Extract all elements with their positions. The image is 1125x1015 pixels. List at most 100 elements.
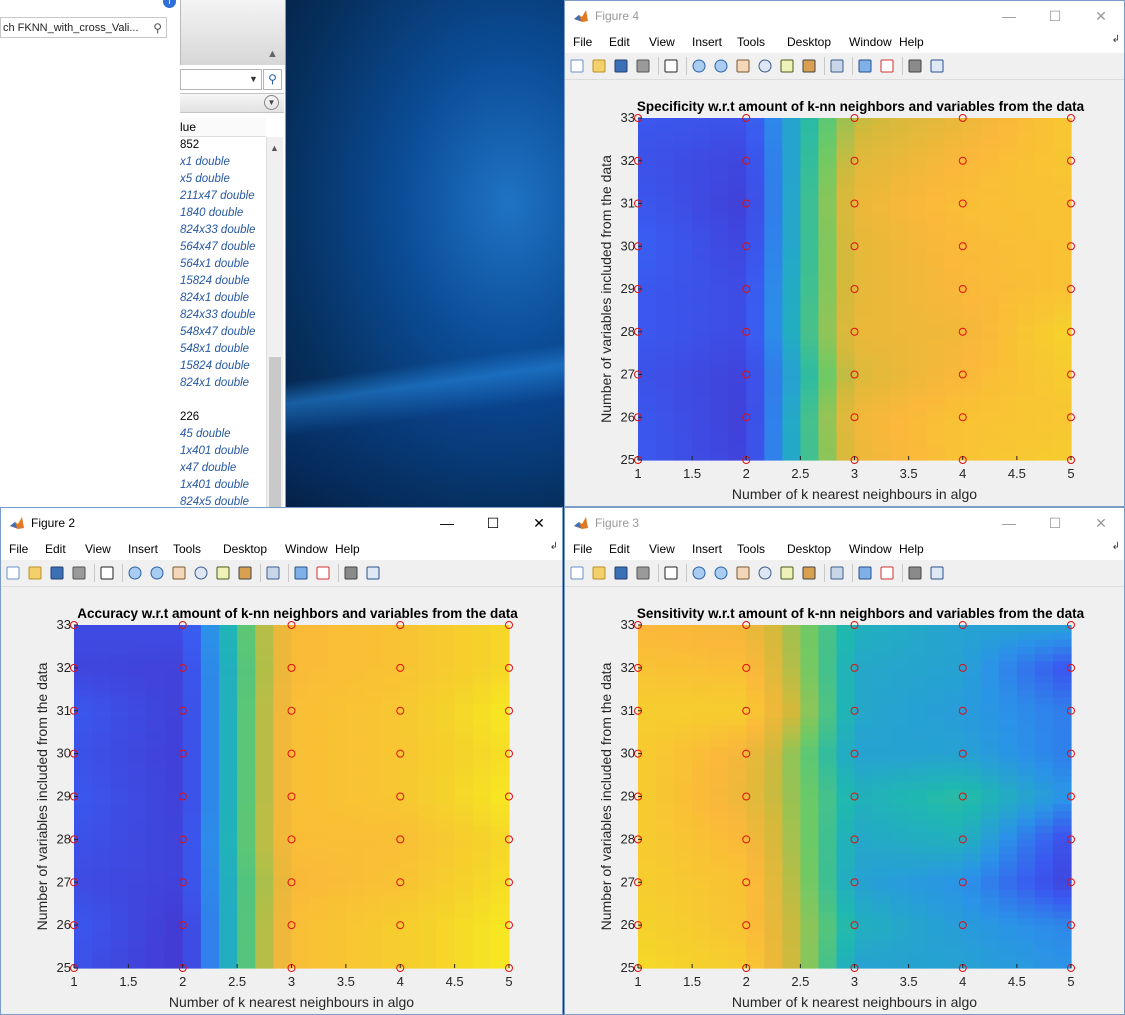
data-cursor-icon[interactable] bbox=[778, 564, 796, 582]
data-cursor-icon[interactable] bbox=[214, 564, 232, 582]
new-figure-icon[interactable] bbox=[568, 57, 586, 75]
legend-icon[interactable] bbox=[878, 564, 896, 582]
zoom-in-icon[interactable] bbox=[690, 57, 708, 75]
chevron-down-icon[interactable]: ▼ bbox=[249, 74, 258, 84]
close-button[interactable]: ✕ bbox=[1095, 8, 1107, 24]
rotate-3d-icon[interactable] bbox=[192, 564, 210, 582]
show-plot-tools-icon[interactable] bbox=[928, 564, 946, 582]
menu-help[interactable]: Help bbox=[335, 542, 360, 556]
pan-icon[interactable] bbox=[170, 564, 188, 582]
hide-plot-tools-icon[interactable] bbox=[906, 564, 924, 582]
menu-edit[interactable]: Edit bbox=[609, 542, 630, 556]
link-plot-icon[interactable] bbox=[264, 564, 282, 582]
info-icon[interactable]: i bbox=[163, 0, 176, 8]
zoom-in-icon[interactable] bbox=[690, 564, 708, 582]
menu-insert[interactable]: Insert bbox=[692, 542, 723, 556]
workspace-value-row[interactable]: x5 double bbox=[180, 173, 230, 185]
menu-tools[interactable]: Tools bbox=[173, 542, 202, 556]
new-figure-icon[interactable] bbox=[568, 564, 586, 582]
pointer-icon[interactable] bbox=[662, 57, 680, 75]
workspace-value-row[interactable]: 824x33 double bbox=[180, 309, 256, 321]
menu-view[interactable]: View bbox=[649, 542, 675, 556]
legend-icon[interactable] bbox=[878, 57, 896, 75]
menu-file[interactable]: File bbox=[573, 542, 593, 556]
menu-overflow-icon[interactable]: ↲ bbox=[549, 541, 558, 552]
link-plot-icon[interactable] bbox=[828, 564, 846, 582]
menu-tools[interactable]: Tools bbox=[737, 542, 766, 556]
workspace-value-row[interactable]: 1840 double bbox=[180, 207, 244, 219]
menu-view[interactable]: View bbox=[85, 542, 111, 556]
print-icon[interactable] bbox=[70, 564, 88, 582]
menu-file[interactable]: File bbox=[9, 542, 29, 556]
pan-icon[interactable] bbox=[734, 57, 752, 75]
workspace-value-row[interactable]: x1 double bbox=[180, 156, 230, 168]
pan-icon[interactable] bbox=[734, 564, 752, 582]
menu-help[interactable]: Help bbox=[899, 35, 924, 49]
brush-icon[interactable] bbox=[236, 564, 254, 582]
print-icon[interactable] bbox=[634, 57, 652, 75]
maximize-button[interactable]: ☐ bbox=[1048, 515, 1062, 531]
workspace-value-row[interactable]: 1x401 double bbox=[180, 479, 250, 491]
workspace-value-row[interactable]: 211x47 double bbox=[180, 190, 255, 202]
workspace-value-row[interactable]: 564x1 double bbox=[180, 258, 250, 270]
menu-insert[interactable]: Insert bbox=[692, 35, 723, 49]
find-icon[interactable]: ⚲ bbox=[263, 69, 282, 90]
workspace-value-row[interactable]: 824x5 double bbox=[180, 496, 250, 507]
open-file-icon[interactable] bbox=[26, 564, 44, 582]
maximize-button[interactable]: ☐ bbox=[486, 515, 500, 531]
menu-window[interactable]: Window bbox=[849, 542, 892, 556]
workspace-value-row[interactable]: 1x401 double bbox=[180, 445, 250, 457]
menu-edit[interactable]: Edit bbox=[45, 542, 66, 556]
menu-desktop[interactable]: Desktop bbox=[787, 542, 832, 556]
menu-tools[interactable]: Tools bbox=[737, 35, 766, 49]
scrollbar-thumb[interactable] bbox=[269, 357, 281, 507]
open-file-icon[interactable] bbox=[590, 564, 608, 582]
maximize-button[interactable]: ☐ bbox=[1048, 8, 1062, 24]
menu-insert[interactable]: Insert bbox=[128, 542, 159, 556]
legend-icon[interactable] bbox=[314, 564, 332, 582]
close-button[interactable]: ✕ bbox=[533, 515, 545, 531]
title-bar[interactable]: Figure 4 — ☐ ✕ bbox=[565, 1, 1124, 31]
workspace-value-row[interactable]: 15824 double bbox=[180, 275, 250, 287]
workspace-value-row[interactable]: 824x1 double bbox=[180, 292, 250, 304]
scroll-up-icon[interactable]: ▲ bbox=[270, 143, 279, 153]
pointer-icon[interactable] bbox=[662, 564, 680, 582]
save-icon[interactable] bbox=[48, 564, 66, 582]
menu-window[interactable]: Window bbox=[849, 35, 892, 49]
menu-overflow-icon[interactable]: ↲ bbox=[1111, 34, 1120, 45]
brush-icon[interactable] bbox=[800, 57, 818, 75]
workspace-value-row[interactable]: 824x1 double bbox=[180, 377, 250, 389]
link-plot-icon[interactable] bbox=[828, 57, 846, 75]
colorbar-icon[interactable] bbox=[856, 564, 874, 582]
workspace-value-row[interactable]: 824x33 double bbox=[180, 224, 256, 236]
menu-view[interactable]: View bbox=[649, 35, 675, 49]
collapse-icon[interactable]: ▲ bbox=[267, 48, 278, 60]
title-bar[interactable]: Figure 3 — ☐ ✕ bbox=[565, 508, 1124, 538]
path-search-field[interactable]: ch FKNN_with_cross_Vali... ⚲ bbox=[0, 17, 167, 38]
workspace-value-row[interactable]: 564x47 double bbox=[180, 241, 256, 253]
brush-icon[interactable] bbox=[800, 564, 818, 582]
workspace-actions-icon[interactable]: ▼ bbox=[264, 95, 279, 110]
zoom-out-icon[interactable] bbox=[712, 57, 730, 75]
zoom-in-icon[interactable] bbox=[126, 564, 144, 582]
minimize-button[interactable]: — bbox=[1002, 515, 1016, 531]
close-button[interactable]: ✕ bbox=[1095, 515, 1107, 531]
minimize-button[interactable]: — bbox=[1002, 8, 1016, 24]
workspace-value-row[interactable]: 548x1 double bbox=[180, 343, 250, 355]
zoom-out-icon[interactable] bbox=[148, 564, 166, 582]
value-column-header[interactable]: lue bbox=[180, 118, 266, 137]
rotate-3d-icon[interactable] bbox=[756, 57, 774, 75]
menu-overflow-icon[interactable]: ↲ bbox=[1111, 541, 1120, 552]
data-cursor-icon[interactable] bbox=[778, 57, 796, 75]
workspace-value-row[interactable]: 15824 double bbox=[180, 360, 250, 372]
rotate-3d-icon[interactable] bbox=[756, 564, 774, 582]
open-file-icon[interactable] bbox=[590, 57, 608, 75]
menu-file[interactable]: File bbox=[573, 35, 593, 49]
print-icon[interactable] bbox=[634, 564, 652, 582]
save-icon[interactable] bbox=[612, 57, 630, 75]
workspace-value-row[interactable]: 45 double bbox=[180, 428, 231, 440]
new-figure-icon[interactable] bbox=[4, 564, 22, 582]
colorbar-icon[interactable] bbox=[292, 564, 310, 582]
show-plot-tools-icon[interactable] bbox=[928, 57, 946, 75]
save-icon[interactable] bbox=[612, 564, 630, 582]
